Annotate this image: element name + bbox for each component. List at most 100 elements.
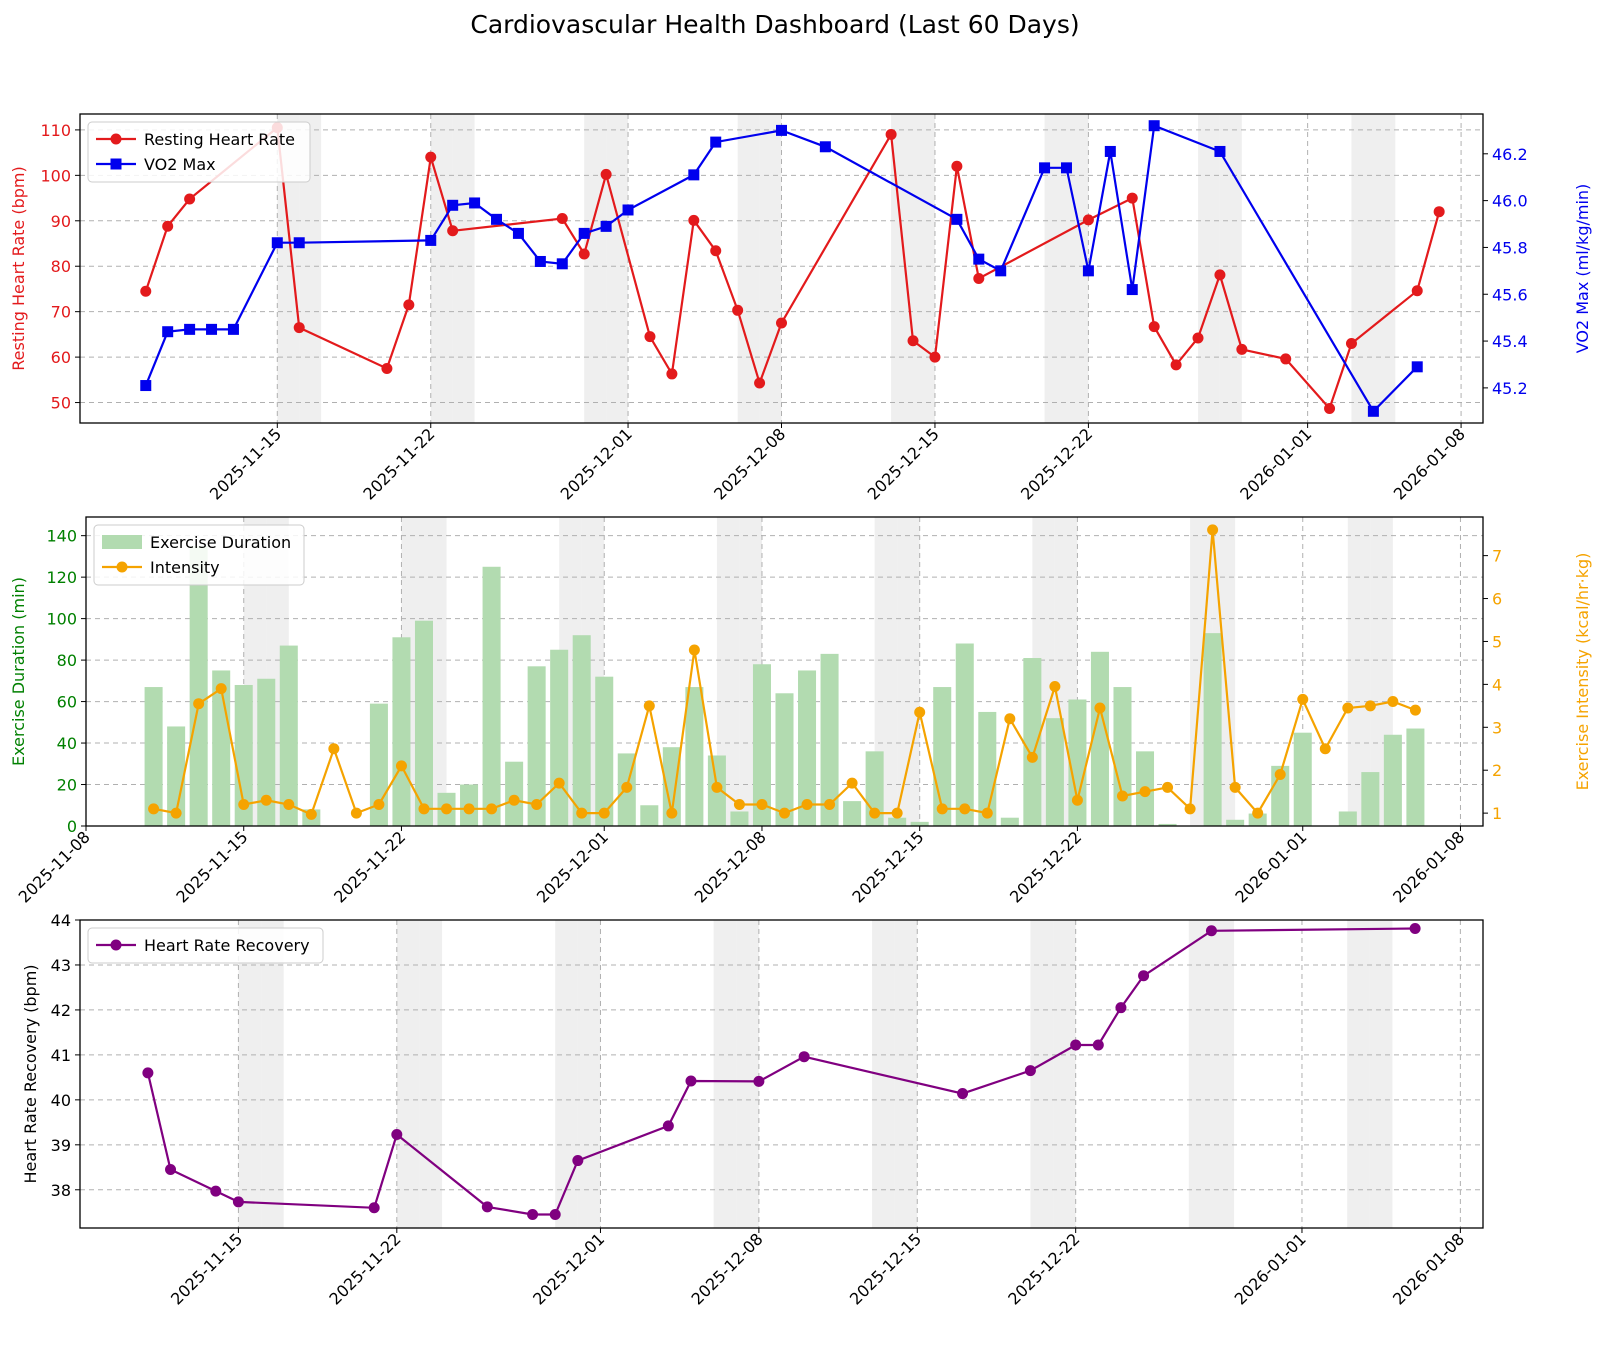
intensity-point bbox=[981, 807, 993, 819]
duration-bar bbox=[910, 821, 929, 826]
weekend-band bbox=[606, 114, 629, 423]
x-tick-label: 2025-11-08 bbox=[15, 827, 94, 906]
resting-heart-rate-point bbox=[162, 220, 174, 232]
duration-bar bbox=[595, 676, 614, 826]
vo2-max-point bbox=[578, 227, 590, 239]
duration-bar bbox=[144, 687, 163, 826]
duration-bar bbox=[1406, 728, 1425, 826]
x-tick-label: 2025-11-22 bbox=[359, 424, 438, 503]
resting-heart-rate-point bbox=[666, 368, 678, 380]
intensity-point bbox=[1409, 704, 1421, 716]
intensity-point bbox=[1071, 794, 1083, 806]
resting-heart-rate-point bbox=[754, 377, 766, 389]
vo2-max-point bbox=[1104, 145, 1116, 157]
vo2-max-point bbox=[951, 213, 963, 225]
x-tick-label: 2025-12-15 bbox=[848, 827, 927, 906]
y-left-tick-label: 80 bbox=[57, 651, 77, 670]
weekend-band bbox=[1369, 920, 1393, 1228]
intensity-point bbox=[418, 803, 430, 815]
x-tick-label: 2025-12-22 bbox=[1006, 827, 1085, 906]
weekend-band bbox=[1351, 114, 1374, 423]
weekend-band bbox=[1188, 920, 1212, 1228]
y-left-tick-label: 43 bbox=[51, 956, 71, 975]
duration-bar bbox=[640, 805, 659, 826]
y-right-tick-label: 2 bbox=[1492, 761, 1502, 780]
y-right-tick-label: 5 bbox=[1492, 632, 1502, 651]
vo2-max-point bbox=[1214, 145, 1226, 157]
weekend-band bbox=[584, 114, 607, 423]
intensity-point bbox=[1004, 713, 1016, 725]
legend: Exercise Duration Intensity bbox=[93, 524, 305, 586]
legend-box bbox=[87, 121, 311, 183]
heart-rate-recovery-point bbox=[1092, 1039, 1104, 1051]
duration-bar bbox=[482, 566, 501, 826]
heart-rate-recovery-point bbox=[957, 1088, 969, 1100]
resting-heart-rate-point bbox=[1411, 285, 1423, 297]
intensity-point bbox=[1207, 524, 1219, 536]
vo2-max-point bbox=[534, 255, 546, 267]
x-tick-label: 2025-12-01 bbox=[529, 1229, 608, 1308]
legend-swatch-marker bbox=[116, 561, 128, 573]
x-tick-label: 2026-01-01 bbox=[1231, 1229, 1310, 1308]
duration-bar bbox=[1203, 633, 1222, 826]
intensity-point bbox=[891, 807, 903, 819]
y-right-tick-label: 45.8 bbox=[1492, 238, 1528, 257]
intensity-point bbox=[711, 781, 723, 793]
y-left-axis-label: Exercise Duration (min) bbox=[9, 577, 28, 766]
vo2-max-point bbox=[622, 204, 634, 216]
duration-bar bbox=[662, 747, 681, 826]
weekend-band bbox=[874, 517, 898, 826]
exercise-panel: 0 20 40 60 80 100 120 140 Exercise Duration (min… bbox=[9, 516, 1592, 907]
duration-bar bbox=[1090, 651, 1109, 826]
intensity-point bbox=[959, 803, 971, 815]
intensity-point bbox=[148, 803, 160, 815]
weekend-band bbox=[716, 517, 740, 826]
intensity-point bbox=[486, 803, 498, 815]
intensity-point bbox=[260, 794, 272, 806]
duration-bar bbox=[1226, 819, 1245, 826]
vo2-max-point bbox=[162, 326, 174, 338]
resting-heart-rate-point bbox=[556, 213, 568, 225]
x-tick-label: 2026-01-01 bbox=[1236, 424, 1315, 503]
x-tick-label: 2025-11-15 bbox=[167, 1229, 246, 1308]
duration-bar bbox=[798, 670, 817, 826]
intensity-point bbox=[1094, 702, 1106, 714]
weekend-band bbox=[238, 920, 262, 1228]
resting-heart-rate-point bbox=[710, 245, 722, 257]
y-left-tick-label: 100 bbox=[40, 166, 71, 185]
duration-bar bbox=[752, 664, 771, 826]
y-left-axis-label: Resting Heart Rate (bpm) bbox=[9, 166, 28, 370]
intensity-point bbox=[170, 807, 182, 819]
duration-bar bbox=[1293, 732, 1312, 826]
heart-rate-recovery-point bbox=[165, 1164, 177, 1176]
intensity-point bbox=[643, 700, 655, 712]
intensity-point bbox=[801, 799, 813, 811]
heart-rate-recovery-point bbox=[662, 1120, 674, 1132]
duration-bar bbox=[1000, 817, 1019, 826]
intensity-point bbox=[733, 799, 745, 811]
weekend-band bbox=[1053, 920, 1076, 1228]
intensity-point bbox=[666, 807, 678, 819]
intensity-point bbox=[846, 777, 858, 789]
intensity-point bbox=[779, 807, 790, 819]
resting-heart-rate-point bbox=[578, 248, 590, 260]
intensity-point bbox=[1274, 769, 1286, 780]
y-left-tick-label: 41 bbox=[51, 1046, 71, 1065]
y-right-tick-label: 45.4 bbox=[1492, 332, 1528, 351]
legend-label: Exercise Duration bbox=[150, 533, 291, 552]
resting-heart-rate-point bbox=[447, 225, 459, 237]
resting-heart-rate-point bbox=[600, 168, 612, 180]
vo2-max-point bbox=[271, 237, 283, 249]
vo2-max-point bbox=[710, 136, 722, 148]
intensity-point bbox=[193, 698, 205, 710]
intensity-point bbox=[215, 683, 227, 695]
duration-bar bbox=[189, 546, 208, 826]
y-right-tick-label: 45.6 bbox=[1492, 285, 1528, 304]
vo2-max-point bbox=[1411, 361, 1423, 373]
resting-heart-rate-point bbox=[973, 272, 985, 284]
duration-bar bbox=[730, 811, 749, 826]
intensity-point bbox=[1026, 751, 1038, 763]
resting-heart-rate-point bbox=[1433, 206, 1445, 218]
weekend-band bbox=[1211, 920, 1235, 1228]
legend-swatch-marker bbox=[110, 939, 122, 951]
